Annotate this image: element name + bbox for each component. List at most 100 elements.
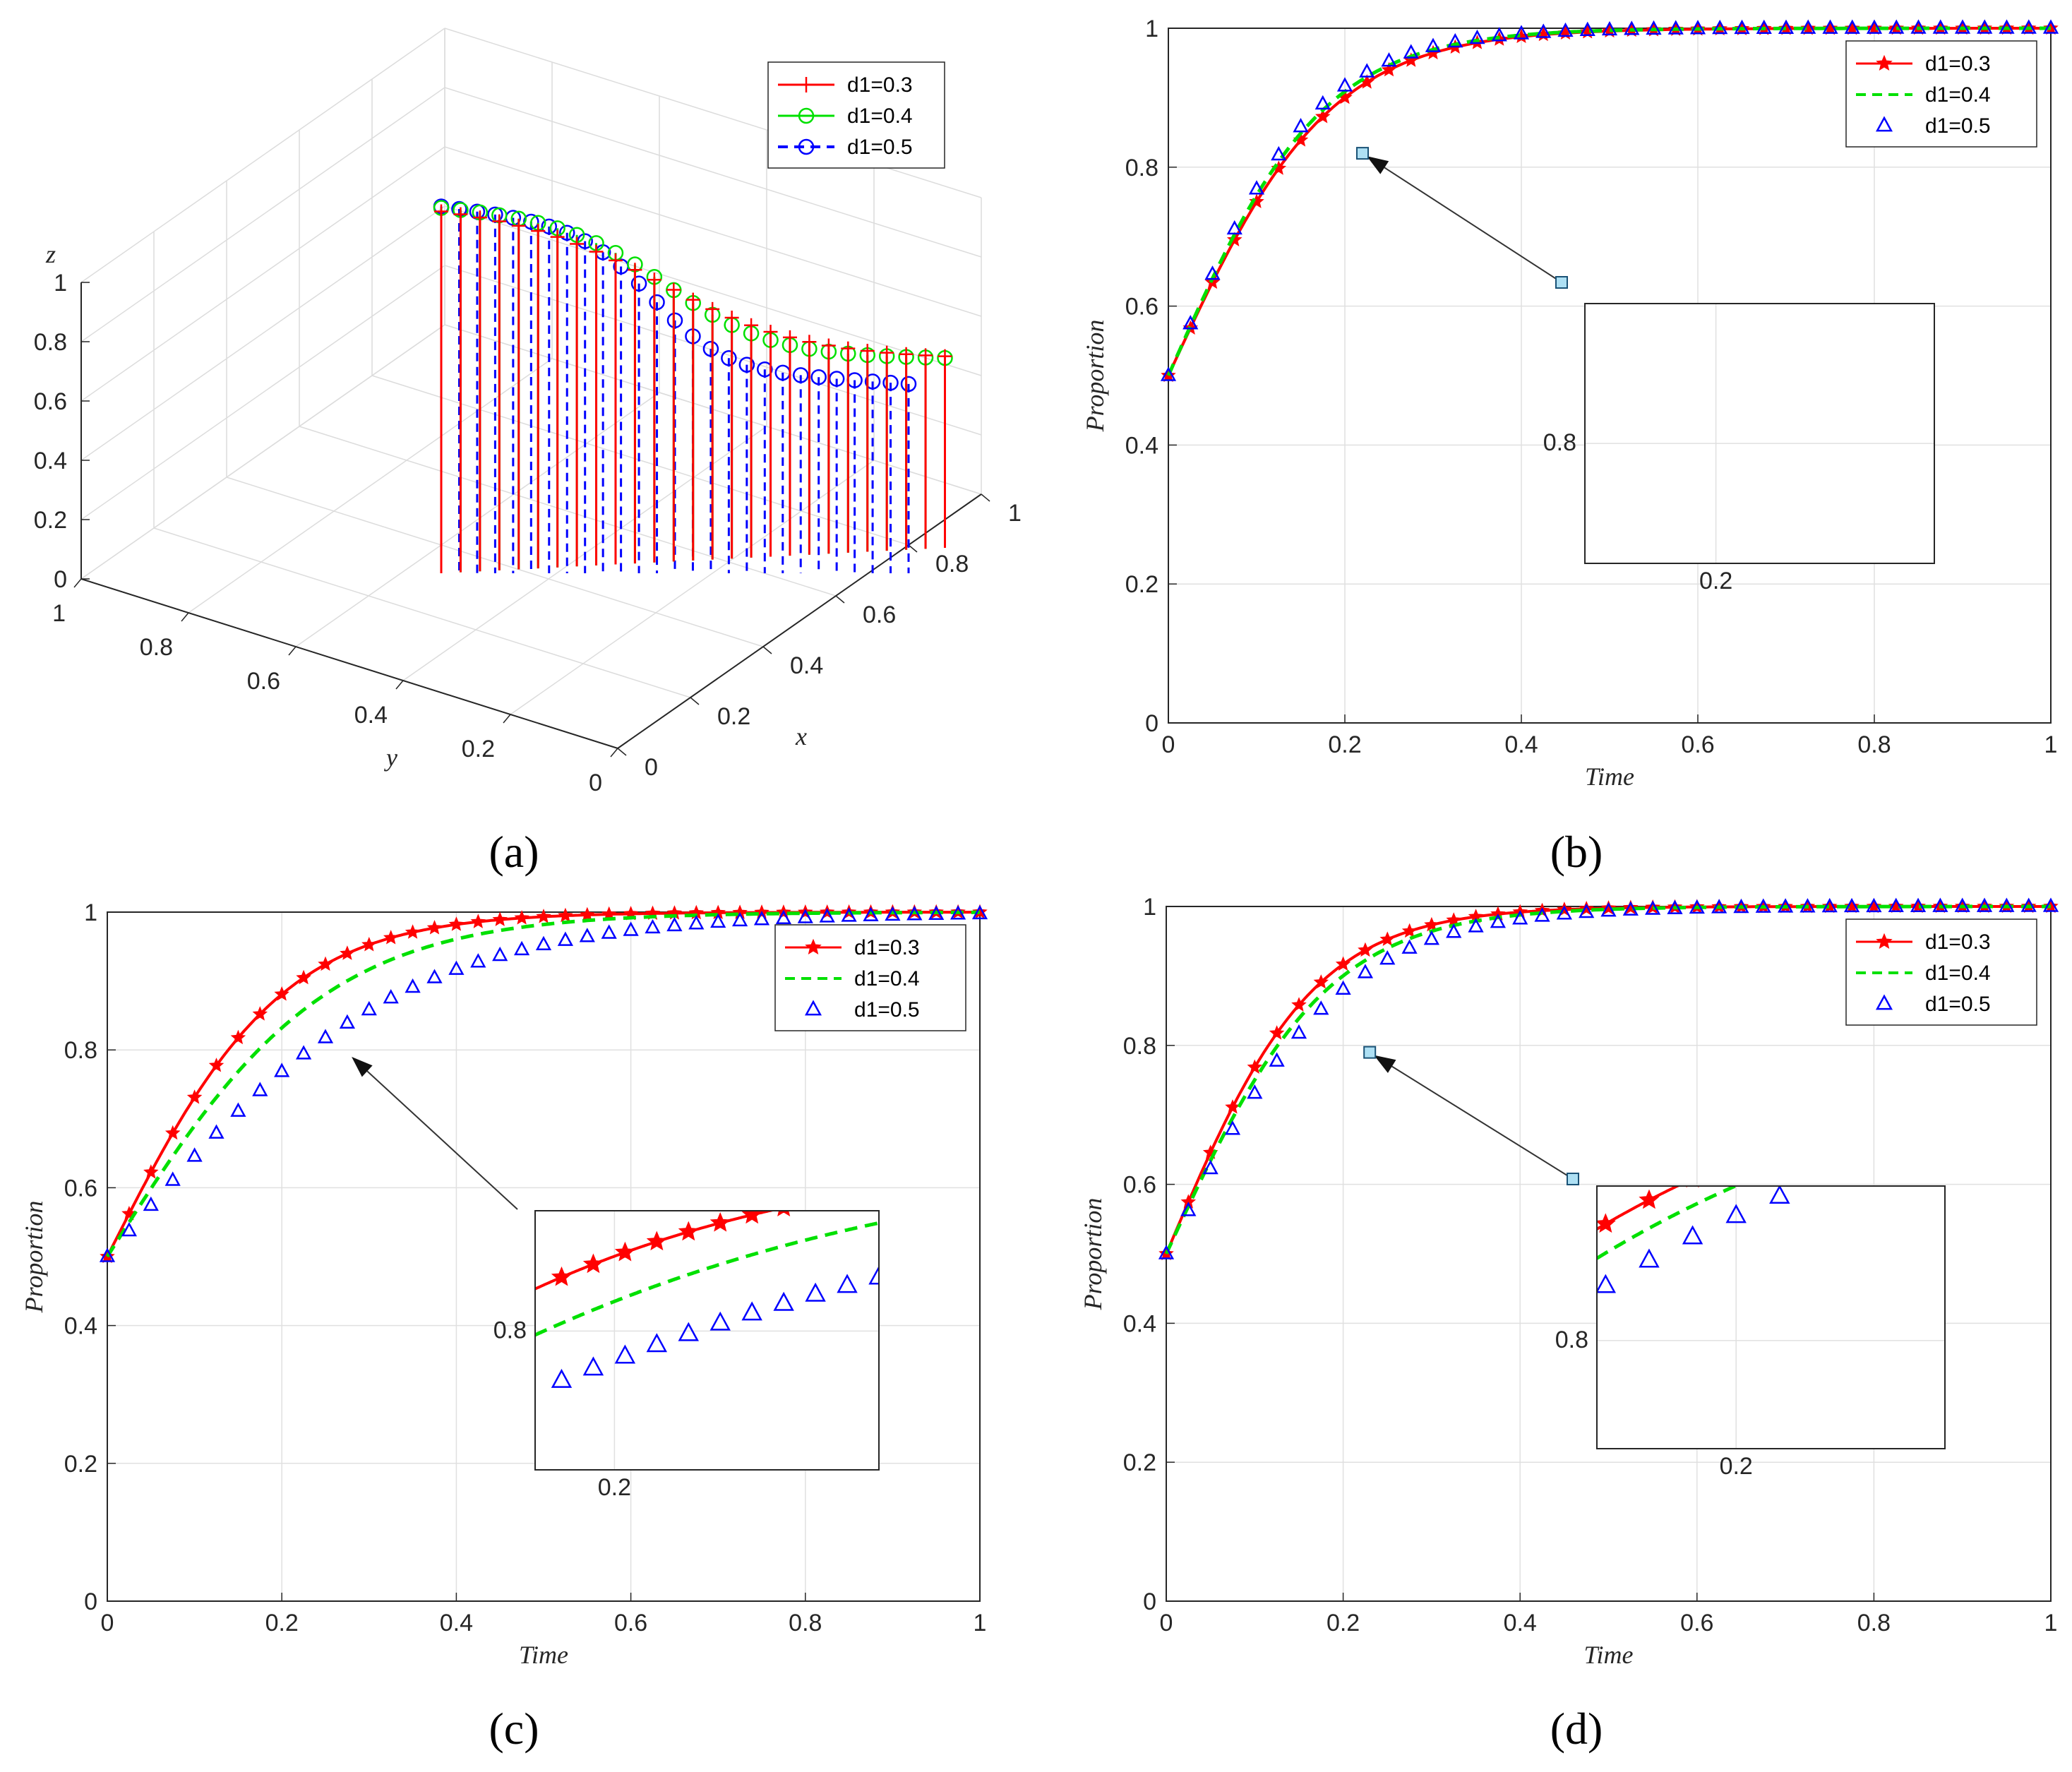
- data-point-triangle: [678, 1322, 699, 1341]
- legend-label: d1=0.5: [1925, 993, 1991, 1016]
- zoom-arrow-head: [1374, 1055, 1396, 1073]
- data-point-triangle: [1866, 19, 1883, 34]
- legend-label: d1=0.3: [1925, 930, 1991, 954]
- data-point-star: [582, 1253, 604, 1274]
- floor-grid-x: [153, 527, 691, 698]
- data-point-triangle: [1336, 77, 1353, 92]
- data-point-star: [426, 920, 443, 935]
- y-tick-label: 0.6: [1125, 294, 1158, 321]
- data-point-triangle: [1800, 19, 1816, 34]
- data-point-star: [514, 910, 529, 925]
- data-point-triangle: [1512, 910, 1528, 925]
- floor-grid-y: [188, 358, 553, 613]
- data-point-triangle: [1682, 1225, 1703, 1245]
- z-tick-label: 0.4: [34, 448, 67, 474]
- x-tick-label: 0.6: [863, 601, 896, 628]
- legend-marker: [805, 938, 822, 954]
- stem-marker-circle: [738, 357, 755, 373]
- z-tick-label: 0.6: [34, 388, 67, 415]
- stem-marker-circle: [757, 361, 773, 378]
- data-point-triangle: [1403, 44, 1419, 59]
- x-tick-label: 1: [974, 1610, 987, 1636]
- data-point-triangle: [1313, 1000, 1329, 1015]
- z-tick-label: 1: [54, 270, 67, 297]
- data-point-star: [492, 911, 508, 926]
- panel-label-c: (c): [489, 1704, 539, 1754]
- legend-label: d1=0.4: [1925, 962, 1991, 985]
- data-point-triangle: [1425, 37, 1442, 52]
- inset-x-tick-label: 0.2: [1699, 568, 1732, 594]
- inset-area: [1597, 1186, 1945, 1449]
- data-point-star: [1358, 942, 1373, 957]
- data-point-star: [252, 1006, 268, 1021]
- data-point-triangle: [426, 969, 443, 983]
- stem-marker-circle: [882, 374, 899, 391]
- data-point-triangle: [1910, 19, 1927, 34]
- data-point-triangle: [1733, 898, 1749, 914]
- data-point-triangle: [383, 988, 399, 1004]
- data-point-triangle: [1248, 180, 1265, 195]
- zoom-arrow-head: [352, 1056, 373, 1077]
- legend-label: d1=0.4: [847, 104, 913, 128]
- panel-d-plot: 0 0.2 0.4 0.6 0.8 1 0 0.2 0.4 0.6 0.8 1 Time Proporti…: [1079, 894, 2059, 1669]
- data-point-triangle: [1535, 23, 1552, 38]
- data-point-triangle: [492, 946, 508, 962]
- y-tick-label: 0.8: [140, 634, 173, 661]
- data-point-triangle: [1755, 898, 1771, 913]
- data-point-triangle: [557, 931, 574, 946]
- zoom-arrow-line: [1391, 1065, 1574, 1180]
- data-point-triangle: [1954, 897, 1970, 912]
- zoom-marker-source: [1555, 276, 1568, 289]
- data-point-triangle: [1379, 950, 1396, 965]
- wall-x1-grid-h: [444, 87, 982, 258]
- data-point-star: [296, 969, 311, 985]
- inset-series: [535, 1211, 879, 1388]
- legend-label: d1=0.5: [854, 998, 920, 1022]
- data-point-triangle: [906, 906, 923, 921]
- data-point-triangle: [1777, 898, 1794, 913]
- wall-x1-grid-h: [444, 146, 982, 317]
- data-point-triangle: [1712, 19, 1728, 35]
- data-point-triangle: [1932, 19, 1948, 34]
- x-tick-label: 0.6: [1680, 1610, 1713, 1636]
- data-point-triangle: [1821, 897, 1838, 913]
- y-tick-label: 0.2: [1125, 571, 1158, 598]
- x-axis-label: Time: [1583, 1641, 1633, 1669]
- data-point-star: [580, 906, 595, 922]
- x-tick-label: 0: [101, 1610, 114, 1636]
- data-point-star: [1910, 898, 1926, 914]
- y-axis-label: y: [384, 743, 397, 772]
- data-point-triangle: [1269, 1052, 1285, 1067]
- data-point-triangle: [1888, 897, 1904, 913]
- data-point-triangle: [1689, 899, 1705, 914]
- stem-marker-circle: [792, 367, 809, 383]
- data-point-star: [614, 1241, 635, 1262]
- inset-y-tick-label: 0.8: [1555, 1327, 1588, 1353]
- data-point-triangle: [1579, 903, 1595, 918]
- data-point-star: [1557, 902, 1572, 916]
- data-point-triangle: [1844, 19, 1860, 34]
- data-point-triangle: [773, 1291, 794, 1311]
- data-point-triangle: [1689, 20, 1706, 35]
- data-point-triangle: [1910, 897, 1927, 912]
- panel-label-a: (a): [489, 827, 539, 877]
- data-point-star: [1761, 0, 1780, 4]
- data-point-triangle: [1204, 265, 1221, 280]
- x-tick-mark: [690, 697, 700, 705]
- x-tick-label: 0.4: [440, 1610, 473, 1636]
- panel-a-3d-plot: 0 0.2 0.4 0.6 0.8 1 0 0.2 0.4 0.6 0.8 1 0 0.2 0.4 0.6 0.…: [34, 28, 1022, 796]
- x-tick-label: 1: [2044, 731, 2058, 758]
- data-point-triangle: [121, 1221, 138, 1237]
- data-point-triangle: [230, 1102, 246, 1117]
- data-point-star: [1867, 20, 1882, 35]
- data-point-triangle: [1491, 27, 1507, 42]
- legend-marker: [1875, 116, 1893, 132]
- data-point-triangle: [1799, 898, 1816, 913]
- series-line-d1-0.4: [105, 910, 980, 1258]
- series-line-d1-0.4: [1597, 1186, 1740, 1260]
- data-point-star: [1822, 20, 1838, 35]
- data-point-triangle: [1359, 63, 1375, 78]
- inset-series: [1597, 1186, 1834, 1293]
- x-tick-label: 0.2: [1327, 1610, 1360, 1636]
